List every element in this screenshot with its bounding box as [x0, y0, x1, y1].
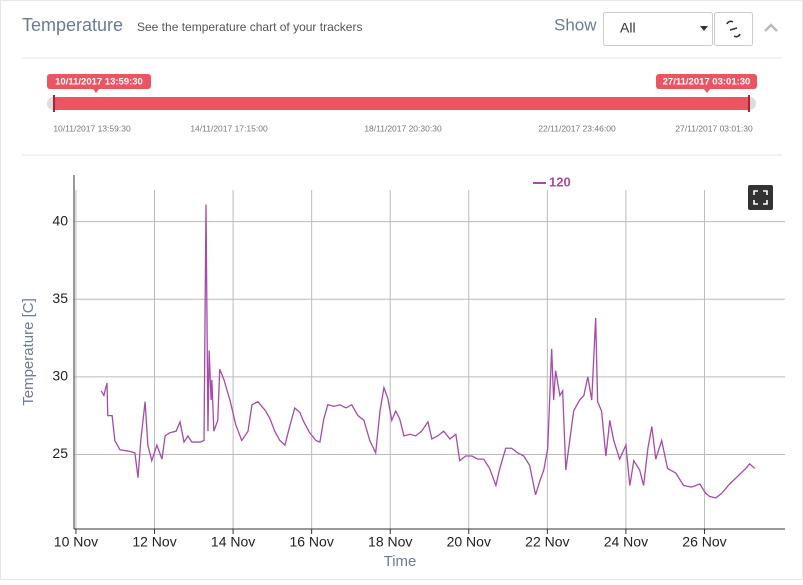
legend-label: 120	[549, 174, 571, 189]
x-tick-label: 14 Nov	[211, 534, 255, 550]
show-label: Show	[554, 15, 597, 34]
slider-tick-label: 14/11/2017 17:15:00	[190, 123, 268, 133]
y-tick-label: 40	[52, 212, 68, 228]
slider-end-label: 27/11/2017 03:01:30	[663, 77, 751, 88]
collapse-icon[interactable]	[764, 23, 778, 32]
y-axis-label: Temperature [C]	[20, 298, 37, 406]
slider-tick-label: 10/11/2017 13:59:30	[53, 123, 131, 133]
fullscreen-button[interactable]	[748, 185, 773, 210]
x-tick-label: 26 Nov	[682, 534, 726, 550]
panel-subtitle: See the temperature chart of your tracke…	[137, 20, 362, 34]
slider-tick-label: 22/11/2017 23:46:00	[538, 123, 616, 133]
badge-pointer	[93, 89, 99, 93]
x-tick-label: 20 Nov	[447, 534, 491, 550]
y-tick-label: 30	[52, 368, 68, 384]
panel-title: Temperature	[22, 15, 123, 35]
link-button[interactable]	[714, 12, 753, 46]
x-tick-label: 18 Nov	[368, 534, 412, 550]
x-tick-label: 12 Nov	[132, 534, 176, 550]
line-series	[100, 204, 756, 499]
fullscreen-box[interactable]	[748, 185, 773, 210]
select[interactable]: All	[603, 12, 713, 46]
x-axis-label: Time	[384, 553, 417, 570]
slider-range[interactable]	[54, 97, 749, 110]
badge-pointer	[704, 89, 710, 93]
x-tick-label: 24 Nov	[604, 534, 648, 550]
slider-end-badge	[656, 74, 757, 89]
select-value[interactable]: All	[620, 20, 636, 36]
unlink-icon	[726, 20, 741, 38]
x-tick-label: 16 Nov	[289, 534, 333, 550]
y-tick-label: 35	[52, 290, 68, 306]
select-arrow	[700, 26, 708, 31]
y-tick-label: 25	[52, 445, 68, 461]
x-tick-label: 10 Nov	[54, 534, 98, 550]
slider-tick-label: 18/11/2017 20:30:30	[364, 123, 442, 133]
slider-start-label: 10/11/2017 13:59:30	[55, 77, 143, 88]
slider-start-badge	[47, 74, 151, 89]
x-tick-label: 22 Nov	[525, 534, 569, 550]
slider-tick-label: 27/11/2017 03:01:30	[675, 123, 753, 133]
select-box[interactable]	[603, 12, 713, 46]
fullscreen-icon	[753, 190, 768, 205]
